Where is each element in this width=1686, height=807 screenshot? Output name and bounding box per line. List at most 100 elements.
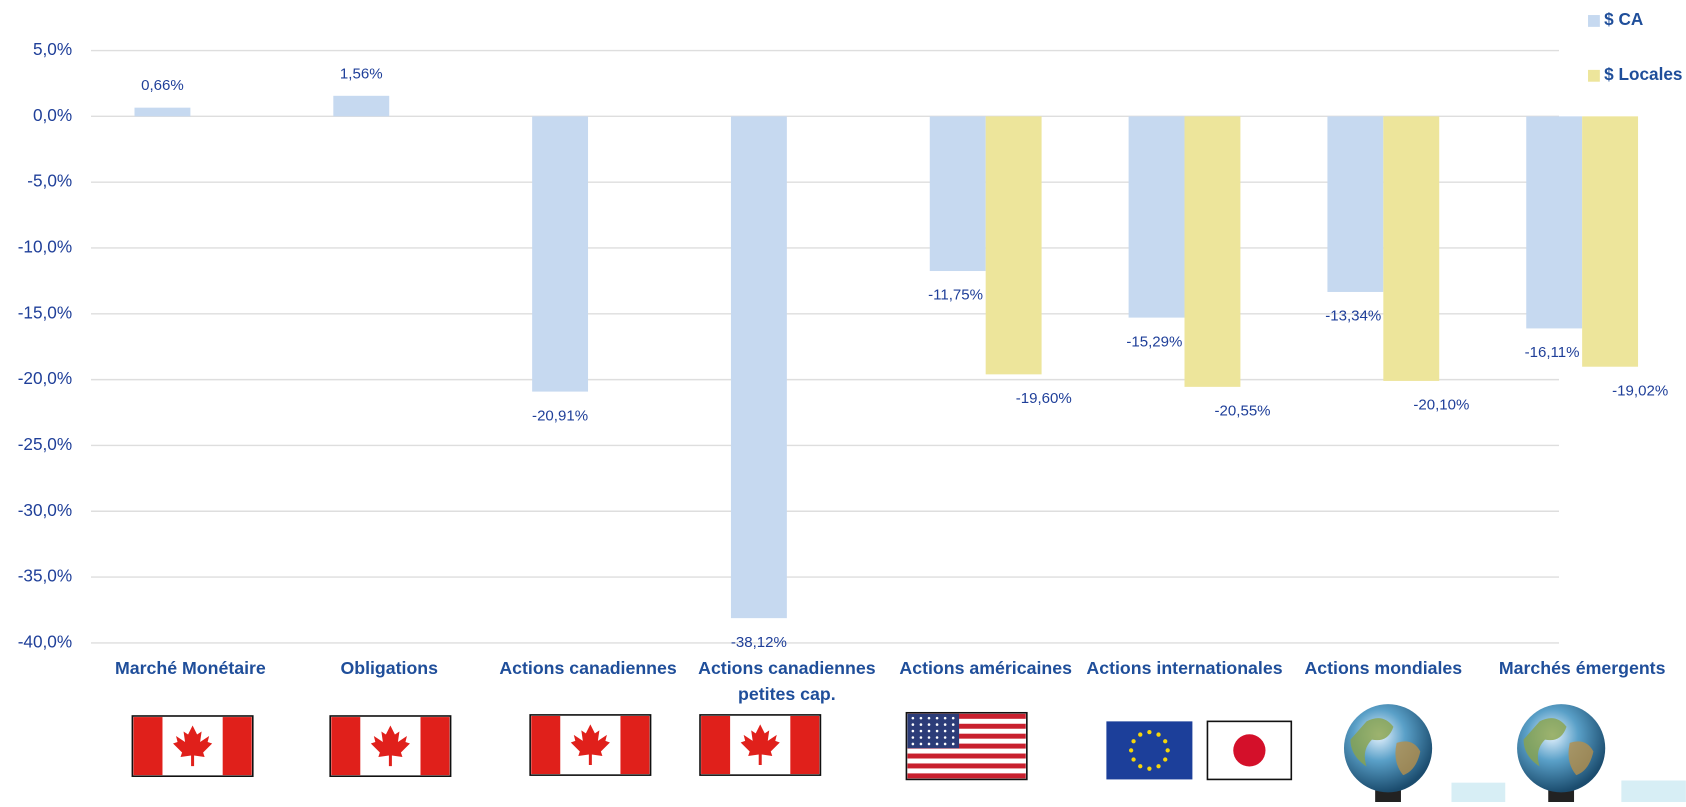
flag-star bbox=[951, 742, 955, 746]
flag-stripe bbox=[907, 763, 1026, 769]
flag-stripe bbox=[907, 733, 1026, 739]
flag-sun bbox=[1233, 734, 1266, 767]
x-tick-label: Marchés émergents bbox=[1498, 659, 1666, 679]
flag-star bbox=[927, 742, 931, 746]
flag-stripe bbox=[907, 743, 1026, 749]
flag-stripe bbox=[907, 723, 1026, 729]
flag-star bbox=[919, 736, 923, 739]
decor bbox=[1621, 780, 1686, 802]
x-tick-label: Actions canadiennes bbox=[499, 659, 677, 679]
value-label: -11,75% bbox=[928, 287, 983, 304]
flag-star bbox=[1128, 748, 1134, 753]
value-label: -15,29% bbox=[1126, 333, 1182, 350]
flag-star bbox=[943, 742, 947, 746]
value-label: -38,12% bbox=[731, 634, 787, 651]
flag-star bbox=[927, 723, 931, 726]
x-tick-label: Actions canadiennes petites cap. bbox=[698, 659, 876, 705]
flag-star bbox=[943, 736, 947, 739]
bar bbox=[1327, 116, 1384, 292]
flag-band bbox=[331, 717, 361, 776]
flag-star bbox=[935, 742, 939, 746]
flag-band bbox=[531, 715, 561, 775]
legend-label: $ CA bbox=[1604, 9, 1643, 29]
value-label: 1,56% bbox=[340, 65, 383, 82]
bar bbox=[985, 116, 1042, 375]
flag-star bbox=[927, 736, 931, 739]
flag-star bbox=[1147, 729, 1152, 735]
y-tick-label: 0,0% bbox=[33, 105, 72, 125]
value-label: -19,60% bbox=[1016, 390, 1072, 407]
value-label: -20,55% bbox=[1215, 403, 1271, 420]
globe-land bbox=[1350, 718, 1394, 767]
flag-band bbox=[133, 717, 163, 776]
flag-stripe bbox=[907, 753, 1026, 759]
flag-star bbox=[951, 723, 955, 726]
x-tick-label-box: Marché Monétaire bbox=[114, 659, 266, 679]
y-tick-label: -15,0% bbox=[18, 302, 72, 322]
flag-star bbox=[919, 716, 923, 720]
flag-star bbox=[1131, 757, 1136, 762]
flag-star bbox=[911, 742, 915, 746]
y-tick-label: -40,0% bbox=[18, 631, 72, 651]
x-tick-label: Actions mondiales bbox=[1304, 659, 1463, 679]
value-label: 0,66% bbox=[141, 77, 184, 94]
flag-star bbox=[1138, 732, 1143, 737]
flag-star bbox=[919, 742, 923, 746]
x-tick-label: Actions internationales bbox=[1086, 659, 1283, 679]
flag-star bbox=[911, 729, 915, 733]
flag-star bbox=[951, 729, 955, 733]
flag-star bbox=[943, 716, 947, 720]
x-tick-label-box: Actions américaines bbox=[899, 659, 1072, 679]
value-label: -20,10% bbox=[1413, 397, 1469, 414]
flag-star bbox=[1131, 739, 1136, 744]
value-label: -20,91% bbox=[532, 407, 588, 424]
flag-star bbox=[911, 723, 915, 726]
y-tick-label: -20,0% bbox=[18, 368, 72, 388]
x-tick-label-box: Actions canadiennes bbox=[499, 659, 677, 679]
flag-star bbox=[1156, 732, 1161, 737]
x-tick-label: Marché Monétaire bbox=[114, 659, 266, 679]
legend-swatch bbox=[1588, 15, 1600, 27]
globe-land bbox=[1568, 741, 1594, 776]
flag-star bbox=[943, 723, 947, 726]
maple-leaf bbox=[740, 724, 780, 766]
bar bbox=[1526, 116, 1583, 329]
flags bbox=[131, 704, 1686, 807]
bar bbox=[730, 116, 787, 619]
y-tick-label: 5,0% bbox=[33, 39, 72, 59]
flag-canton bbox=[907, 713, 960, 749]
y-tick-label: -5,0% bbox=[27, 171, 72, 191]
x-tick-label: Actions américaines bbox=[899, 659, 1072, 679]
flag-star bbox=[935, 716, 939, 720]
bar bbox=[333, 95, 390, 117]
flag-star bbox=[911, 716, 915, 720]
value-label: -16,11% bbox=[1525, 344, 1580, 361]
flag-star bbox=[943, 729, 947, 733]
flag-stripe bbox=[907, 713, 1026, 719]
flag-star bbox=[911, 736, 915, 739]
flag-star bbox=[919, 729, 923, 733]
bar bbox=[1383, 116, 1440, 381]
legend-swatch bbox=[1588, 69, 1600, 82]
bar bbox=[1582, 116, 1639, 367]
legend-label: $ Locales bbox=[1604, 64, 1682, 84]
y-tick-label: -35,0% bbox=[18, 566, 72, 586]
flag-star bbox=[951, 736, 955, 739]
flag-star bbox=[1156, 764, 1161, 769]
flag-star bbox=[935, 736, 939, 739]
bar bbox=[929, 116, 986, 272]
bar bbox=[532, 116, 589, 392]
y-tick-label: -25,0% bbox=[18, 434, 72, 454]
maple-leaf bbox=[370, 725, 410, 767]
flag-star bbox=[927, 729, 931, 733]
x-tick-label-box: Actions internationales bbox=[1086, 659, 1283, 679]
maple-leaf bbox=[570, 724, 610, 766]
bar bbox=[1184, 116, 1241, 387]
value-label: -13,34% bbox=[1325, 308, 1381, 325]
value-label: -19,02% bbox=[1612, 382, 1668, 399]
flag-star bbox=[1138, 764, 1143, 769]
bar bbox=[134, 107, 191, 117]
flag-star bbox=[951, 716, 955, 720]
flag-band bbox=[222, 717, 252, 776]
